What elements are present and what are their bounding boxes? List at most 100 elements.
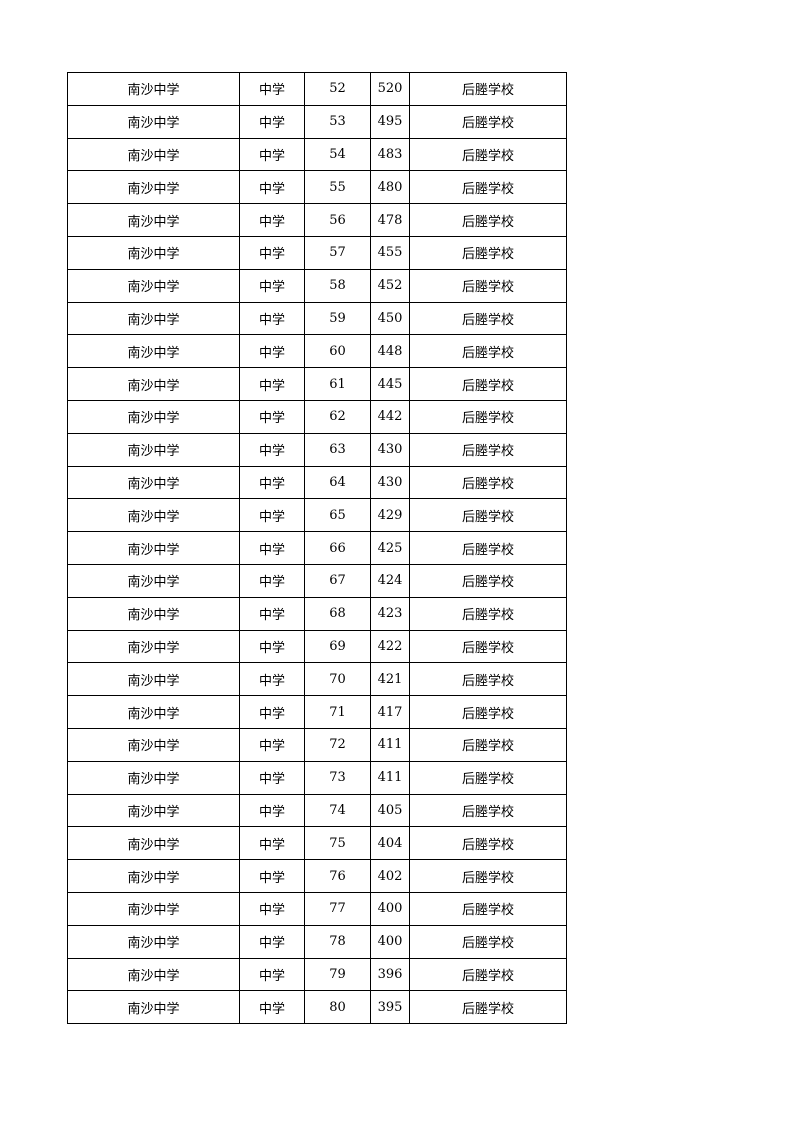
table-row: 南沙中学 中学 67 424 后塍学校 xyxy=(67,563,567,598)
type-cell: 中学 xyxy=(239,334,305,369)
score-cell: 425 xyxy=(370,531,410,565)
school-cell: 南沙中学 xyxy=(67,235,240,270)
rank-cell: 65 xyxy=(304,498,371,533)
type-cell: 中学 xyxy=(239,137,305,172)
destination-cell: 后塍学校 xyxy=(409,760,567,795)
school-cell: 南沙中学 xyxy=(67,727,240,762)
rank-cell: 69 xyxy=(304,629,371,664)
score-cell: 455 xyxy=(370,235,410,270)
type-cell: 中学 xyxy=(239,826,305,861)
school-cell: 南沙中学 xyxy=(67,367,240,401)
table-row: 南沙中学 中学 65 429 后塍学校 xyxy=(67,498,567,533)
rank-cell: 66 xyxy=(304,531,371,565)
table-row: 南沙中学 中学 75 404 后塍学校 xyxy=(67,826,567,861)
table-row: 南沙中学 中学 80 395 后塍学校 xyxy=(67,990,567,1025)
school-cell: 南沙中学 xyxy=(67,531,240,565)
destination-cell: 后塍学校 xyxy=(409,268,567,303)
table-row: 南沙中学 中学 53 495 后塍学校 xyxy=(67,104,567,139)
destination-cell: 后塍学校 xyxy=(409,924,567,959)
rank-cell: 55 xyxy=(304,170,371,205)
table-row: 南沙中学 中学 74 405 后塍学校 xyxy=(67,793,567,828)
type-cell: 中学 xyxy=(239,629,305,664)
score-cell: 422 xyxy=(370,629,410,664)
rank-cell: 64 xyxy=(304,465,371,500)
score-cell: 520 xyxy=(370,72,410,106)
school-cell: 南沙中学 xyxy=(67,334,240,369)
rank-cell: 60 xyxy=(304,334,371,369)
score-cell: 423 xyxy=(370,596,410,631)
table-row: 南沙中学 中学 73 411 后塍学校 xyxy=(67,760,567,795)
school-cell: 南沙中学 xyxy=(67,760,240,795)
table-row: 南沙中学 中学 76 402 后塍学校 xyxy=(67,859,567,893)
school-cell: 南沙中学 xyxy=(67,563,240,598)
destination-cell: 后塍学校 xyxy=(409,891,567,926)
table-row: 南沙中学 中学 52 520 后塍学校 xyxy=(67,72,567,106)
destination-cell: 后塍学校 xyxy=(409,662,567,697)
rank-cell: 52 xyxy=(304,72,371,106)
score-cell: 442 xyxy=(370,399,410,434)
destination-cell: 后塍学校 xyxy=(409,990,567,1025)
destination-cell: 后塍学校 xyxy=(409,531,567,565)
rank-cell: 54 xyxy=(304,137,371,172)
score-cell: 430 xyxy=(370,432,410,467)
rank-cell: 76 xyxy=(304,859,371,893)
type-cell: 中学 xyxy=(239,859,305,893)
rank-cell: 57 xyxy=(304,235,371,270)
rank-cell: 67 xyxy=(304,563,371,598)
table-body: 南沙中学 中学 52 520 后塍学校 南沙中学 中学 53 495 后塍学校 南沙中学 中学 54 48… xyxy=(67,72,567,1025)
school-cell: 南沙中学 xyxy=(67,203,240,237)
score-cell: 430 xyxy=(370,465,410,500)
school-cell: 南沙中学 xyxy=(67,793,240,828)
school-cell: 南沙中学 xyxy=(67,695,240,729)
type-cell: 中学 xyxy=(239,235,305,270)
type-cell: 中学 xyxy=(239,498,305,533)
rank-cell: 75 xyxy=(304,826,371,861)
rank-cell: 79 xyxy=(304,957,371,992)
destination-cell: 后塍学校 xyxy=(409,399,567,434)
school-cell: 南沙中学 xyxy=(67,826,240,861)
table-row: 南沙中学 中学 57 455 后塍学校 xyxy=(67,235,567,270)
school-cell: 南沙中学 xyxy=(67,629,240,664)
destination-cell: 后塍学校 xyxy=(409,859,567,893)
destination-cell: 后塍学校 xyxy=(409,203,567,237)
table-row: 南沙中学 中学 64 430 后塍学校 xyxy=(67,465,567,500)
rank-cell: 70 xyxy=(304,662,371,697)
score-cell: 445 xyxy=(370,367,410,401)
destination-cell: 后塍学校 xyxy=(409,432,567,467)
score-cell: 400 xyxy=(370,891,410,926)
table-row: 南沙中学 中学 58 452 后塍学校 xyxy=(67,268,567,303)
rank-cell: 78 xyxy=(304,924,371,959)
table-row: 南沙中学 中学 77 400 后塍学校 xyxy=(67,891,567,926)
type-cell: 中学 xyxy=(239,268,305,303)
destination-cell: 后塍学校 xyxy=(409,334,567,369)
score-cell: 421 xyxy=(370,662,410,697)
score-cell: 478 xyxy=(370,203,410,237)
score-cell: 396 xyxy=(370,957,410,992)
score-cell: 448 xyxy=(370,334,410,369)
type-cell: 中学 xyxy=(239,990,305,1025)
rank-cell: 74 xyxy=(304,793,371,828)
type-cell: 中学 xyxy=(239,531,305,565)
table-row: 南沙中学 中学 54 483 后塍学校 xyxy=(67,137,567,172)
table-row: 南沙中学 中学 72 411 后塍学校 xyxy=(67,727,567,762)
score-cell: 411 xyxy=(370,760,410,795)
school-cell: 南沙中学 xyxy=(67,990,240,1025)
table-row: 南沙中学 中学 61 445 后塍学校 xyxy=(67,367,567,401)
table-row: 南沙中学 中学 62 442 后塍学校 xyxy=(67,399,567,434)
table-row: 南沙中学 中学 60 448 后塍学校 xyxy=(67,334,567,369)
rank-cell: 59 xyxy=(304,301,371,336)
table-row: 南沙中学 中学 78 400 后塍学校 xyxy=(67,924,567,959)
score-cell: 450 xyxy=(370,301,410,336)
type-cell: 中学 xyxy=(239,203,305,237)
data-table: 南沙中学 中学 52 520 后塍学校 南沙中学 中学 53 495 后塍学校 南沙中学 中学 54 48… xyxy=(67,72,567,1025)
school-cell: 南沙中学 xyxy=(67,924,240,959)
school-cell: 南沙中学 xyxy=(67,399,240,434)
type-cell: 中学 xyxy=(239,72,305,106)
school-cell: 南沙中学 xyxy=(67,268,240,303)
rank-cell: 68 xyxy=(304,596,371,631)
rank-cell: 72 xyxy=(304,727,371,762)
school-cell: 南沙中学 xyxy=(67,170,240,205)
score-cell: 480 xyxy=(370,170,410,205)
score-cell: 495 xyxy=(370,104,410,139)
score-cell: 400 xyxy=(370,924,410,959)
